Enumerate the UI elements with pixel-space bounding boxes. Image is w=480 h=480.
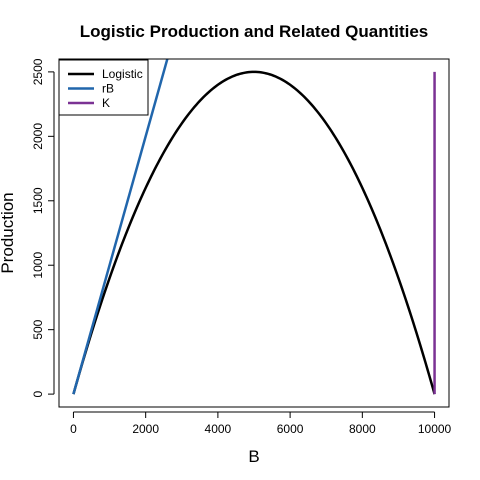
x-tick-label: 6000 — [277, 422, 304, 436]
y-tick-label: 2000 — [31, 123, 45, 150]
y-tick-label: 1500 — [31, 187, 45, 214]
x-axis: 0 2000 4000 6000 8000 10000 — [70, 411, 452, 436]
legend-label-k: K — [102, 96, 110, 110]
plot-frame — [58, 58, 450, 408]
x-tick-label: 8000 — [349, 422, 376, 436]
legend-label-logistic: Logistic — [102, 67, 143, 81]
plot-area — [58, 58, 450, 408]
y-tick-label: 0 — [31, 390, 45, 397]
x-tick-label: 2000 — [132, 422, 159, 436]
x-tick-label: 0 — [70, 422, 77, 436]
y-axis-label: Production — [0, 192, 17, 273]
x-tick-label: 10000 — [418, 422, 452, 436]
y-tick-label: 1000 — [31, 252, 45, 279]
series-line-logistic — [72, 70, 436, 395]
x-axis-label: B — [248, 447, 259, 466]
x-tick-label: 4000 — [205, 422, 232, 436]
series-line-rb — [72, 59, 169, 395]
chart-title: Logistic Production and Related Quantiti… — [80, 22, 429, 41]
y-axis: 0 500 1000 1500 2000 2500 — [31, 58, 55, 397]
series-layer — [72, 59, 436, 395]
legend-label-rb: rB — [102, 82, 114, 96]
y-tick-label: 2500 — [31, 58, 45, 85]
y-tick-label: 500 — [31, 319, 45, 339]
